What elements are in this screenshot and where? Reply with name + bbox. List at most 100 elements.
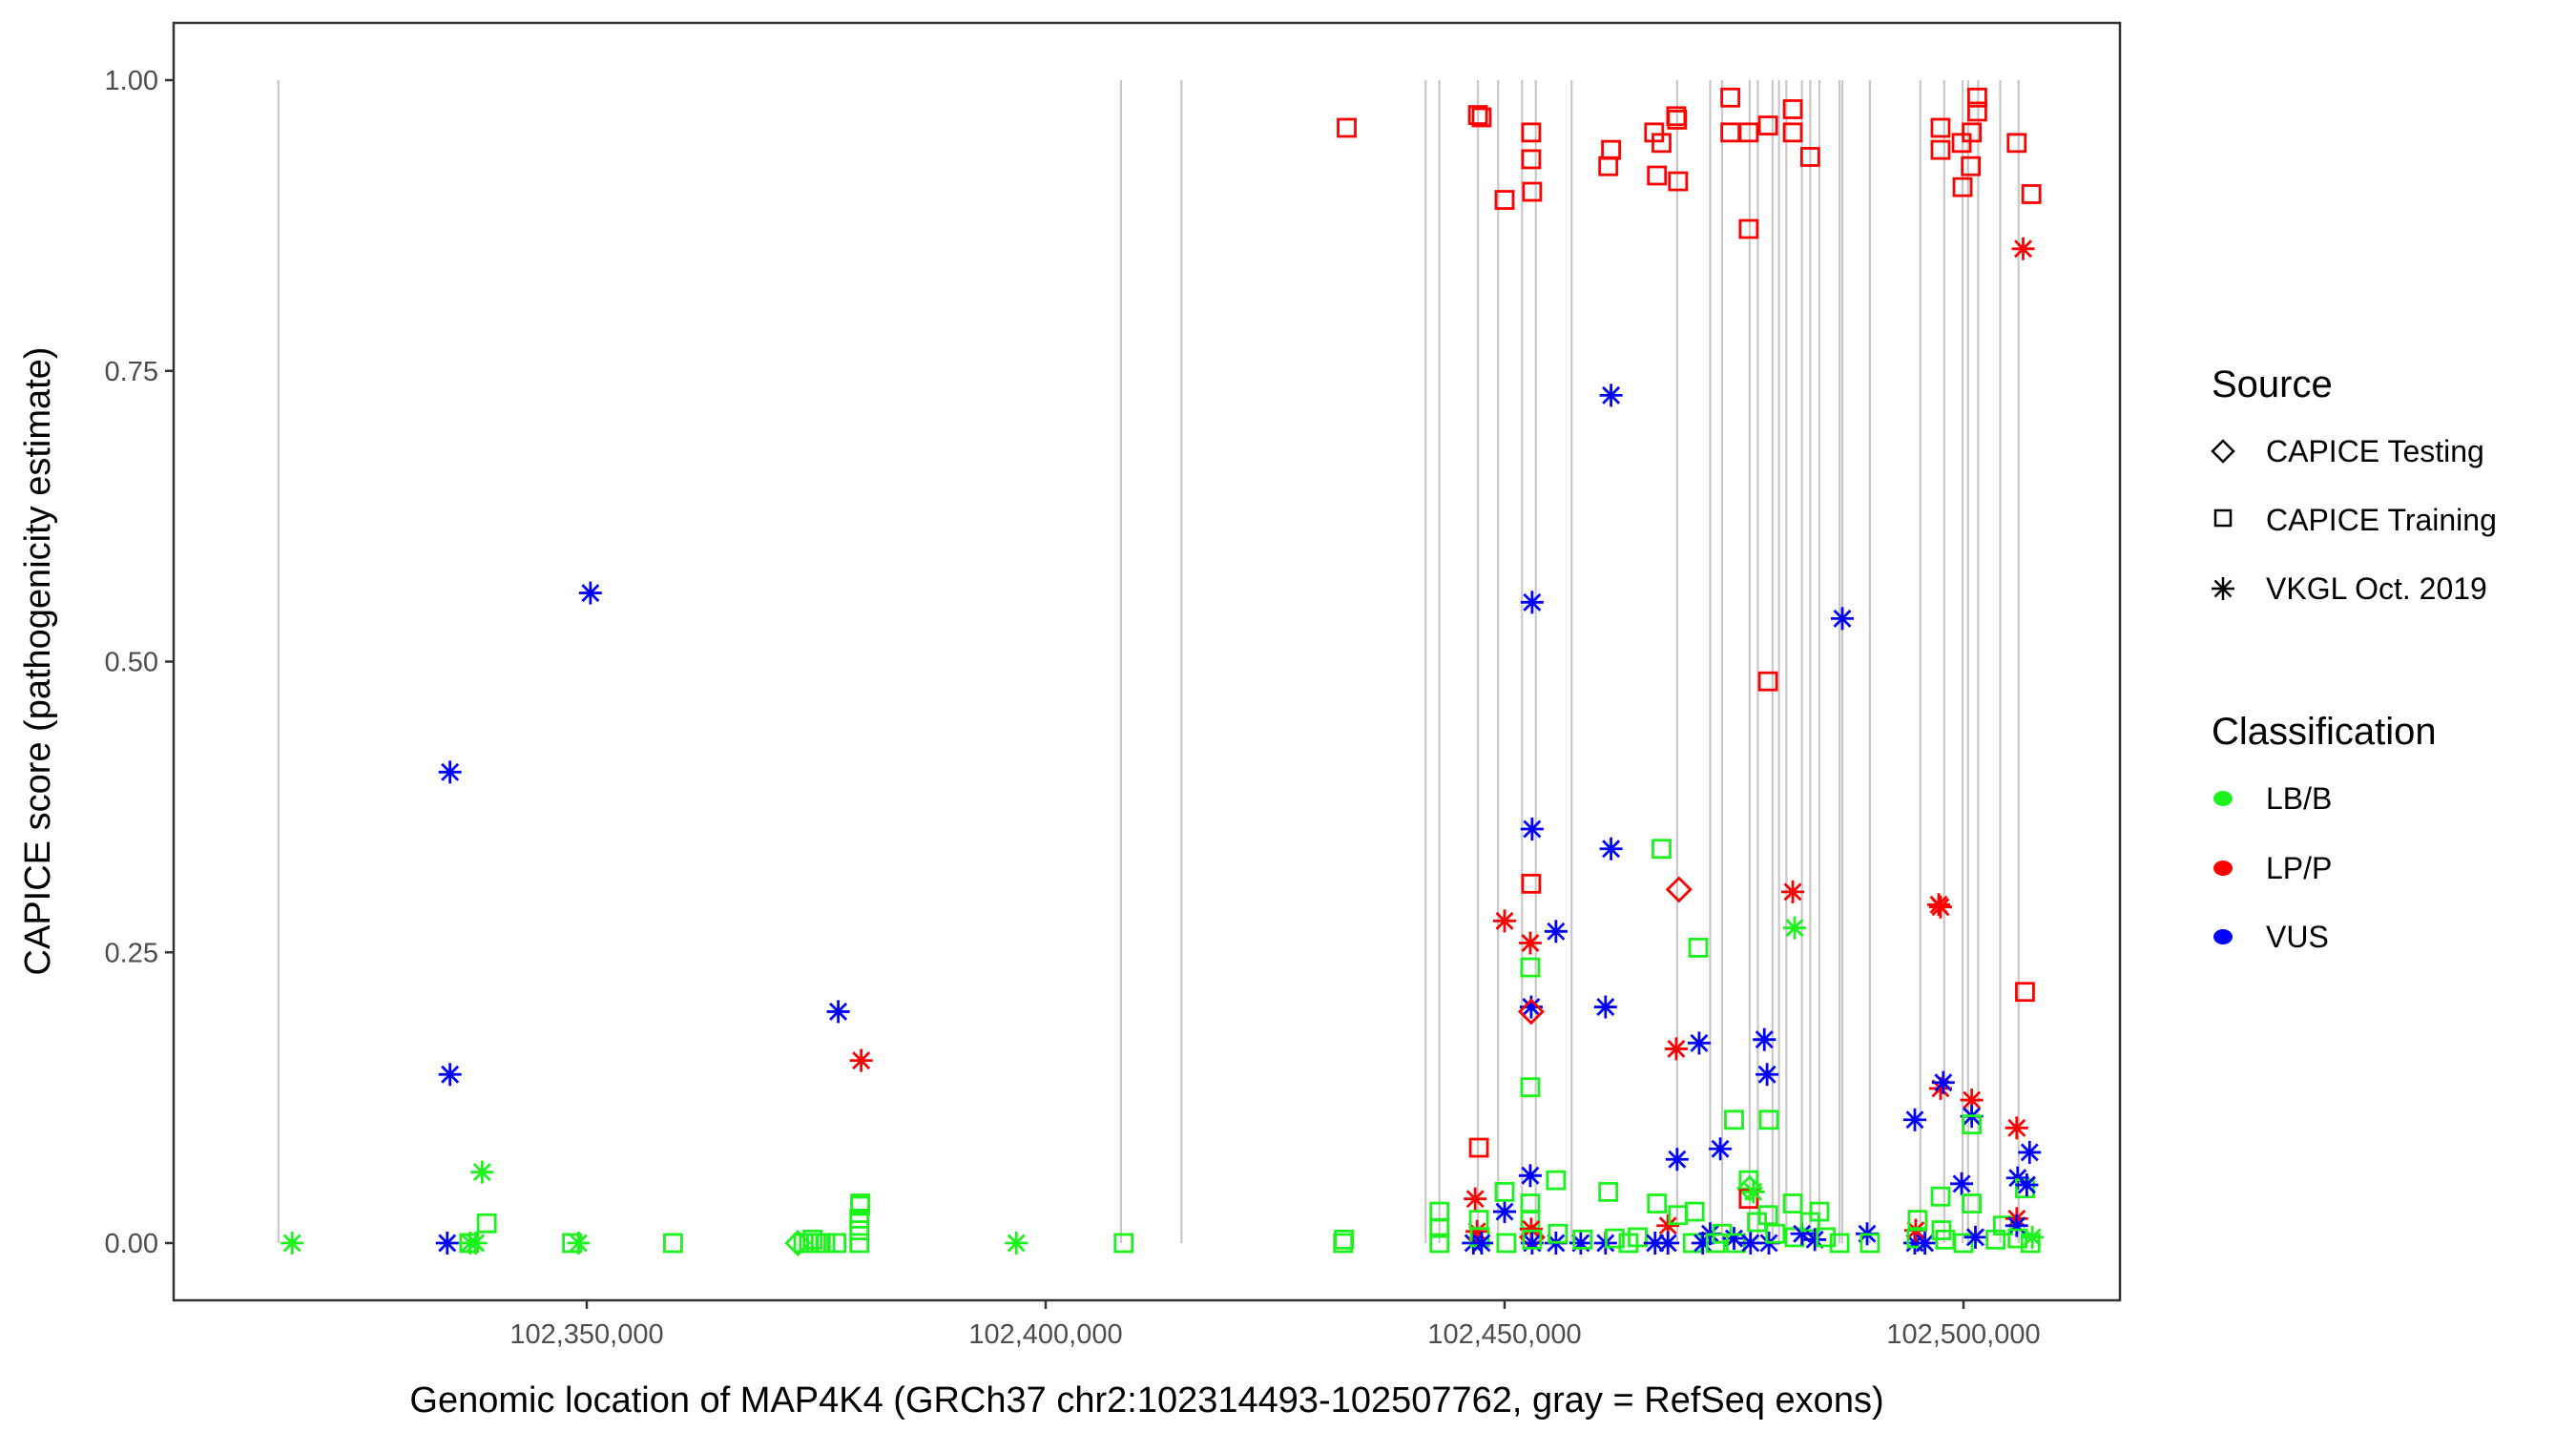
data-point xyxy=(1803,1228,1827,1252)
data-point xyxy=(1962,1193,1983,1213)
legend-item-capice-training: CAPICE Training xyxy=(2213,503,2497,537)
data-point xyxy=(438,760,462,784)
data-point xyxy=(1688,937,1709,958)
data-point xyxy=(1667,110,1688,130)
data-point xyxy=(1467,105,1488,125)
data-point xyxy=(1522,181,1543,202)
y-tick-label: 0.75 xyxy=(105,357,158,387)
data-point xyxy=(1520,1077,1541,1098)
data-point xyxy=(1816,1227,1837,1248)
data-point xyxy=(1647,165,1668,186)
data-point xyxy=(1652,133,1672,154)
blue-dot-icon xyxy=(2213,929,2233,944)
data-point xyxy=(1005,1232,1028,1255)
data-point xyxy=(1782,122,1803,143)
y-tick-label: 0.50 xyxy=(105,648,158,678)
diamond-icon xyxy=(2211,439,2235,464)
x-tick-label: 102,400,000 xyxy=(968,1319,1122,1350)
data-point xyxy=(1598,1181,1619,1202)
data-point xyxy=(1572,1229,1593,1250)
data-point xyxy=(1913,1232,1937,1255)
square-icon xyxy=(2213,508,2233,528)
data-point xyxy=(1656,1232,1680,1255)
data-point xyxy=(1599,837,1623,861)
data-point xyxy=(1429,1201,1450,1222)
asterisk-icon xyxy=(2212,577,2234,600)
data-point xyxy=(1829,1233,1850,1254)
data-point xyxy=(849,1220,870,1240)
data-point xyxy=(2015,1173,2039,1197)
data-point xyxy=(1113,1233,1134,1254)
data-point xyxy=(1724,1110,1744,1130)
data-point xyxy=(1493,909,1516,933)
data-point xyxy=(280,1232,304,1255)
data-point xyxy=(1664,1037,1688,1061)
legend-item-lpp: LP/P xyxy=(2213,851,2332,885)
data-point xyxy=(1755,1063,1779,1087)
data-point xyxy=(1859,1233,1880,1254)
legend-item-vkgl: VKGL Oct. 2019 xyxy=(2212,571,2487,606)
exon-lines xyxy=(277,80,2020,1243)
data-point xyxy=(1469,1232,1493,1255)
data-point xyxy=(1546,1170,1567,1191)
data-point xyxy=(2018,1140,2042,1164)
data-point xyxy=(1544,920,1568,944)
data-point xyxy=(1521,873,1542,894)
data-point xyxy=(1522,1229,1543,1250)
data-point xyxy=(1809,1201,1830,1222)
data-point xyxy=(1952,176,1973,197)
data-point xyxy=(2005,1116,2028,1140)
data-point xyxy=(1665,876,1693,903)
data-point xyxy=(1687,1031,1711,1055)
data-point xyxy=(1757,1205,1778,1226)
data-point xyxy=(1831,607,1855,631)
data-point xyxy=(567,1232,591,1255)
data-point xyxy=(1334,1229,1355,1250)
data-point xyxy=(1953,1233,1974,1254)
data-point xyxy=(1429,1233,1450,1254)
data-point xyxy=(1548,1223,1568,1244)
data-point xyxy=(2006,133,2027,154)
data-point xyxy=(1518,1164,1542,1188)
data-point xyxy=(2021,1225,2045,1249)
data-point xyxy=(2021,184,2042,204)
data-point xyxy=(1967,101,1987,122)
data-point xyxy=(1757,671,1778,692)
data-point xyxy=(849,1048,873,1072)
data-point xyxy=(1668,171,1689,192)
red-dot-icon xyxy=(2213,861,2233,876)
data-point xyxy=(1951,133,1972,154)
data-point xyxy=(1520,957,1541,978)
data-point xyxy=(1782,99,1803,119)
data-point xyxy=(815,1233,836,1254)
data-point xyxy=(1738,1189,1759,1210)
legend-label: CAPICE Testing xyxy=(2266,434,2484,468)
legend-label: VUS xyxy=(2266,920,2329,954)
data-point xyxy=(1517,998,1545,1026)
x-tick-label: 102,350,000 xyxy=(509,1319,663,1350)
data-point xyxy=(476,1213,497,1234)
data-point xyxy=(435,1232,459,1255)
data-point xyxy=(1518,931,1542,955)
y-tick-label: 0.00 xyxy=(105,1229,158,1259)
data-point xyxy=(1747,1212,1767,1233)
data-point xyxy=(784,1230,812,1256)
data-point xyxy=(1741,1180,1765,1204)
x-axis-title: Genomic location of MAP4K4 (GRCh37 chr2:… xyxy=(409,1380,1883,1421)
data-point xyxy=(1799,147,1820,167)
legend-label: LB/B xyxy=(2266,781,2332,816)
data-point xyxy=(1720,87,1741,108)
x-axis: 102,350,000 102,400,000 102,450,000 102,500… xyxy=(509,1300,2041,1350)
data-point xyxy=(1738,122,1759,143)
data-point xyxy=(826,1233,847,1254)
data-point xyxy=(1471,107,1492,128)
y-tick-label: 1.00 xyxy=(105,66,158,96)
data-point xyxy=(1782,1193,1803,1213)
legend-source-title: Source xyxy=(2212,363,2333,405)
legend-classification-title: Classification xyxy=(2212,711,2437,753)
data-point xyxy=(1520,591,1544,614)
legend-label: LP/P xyxy=(2266,851,2332,885)
data-point xyxy=(1735,1174,1763,1202)
